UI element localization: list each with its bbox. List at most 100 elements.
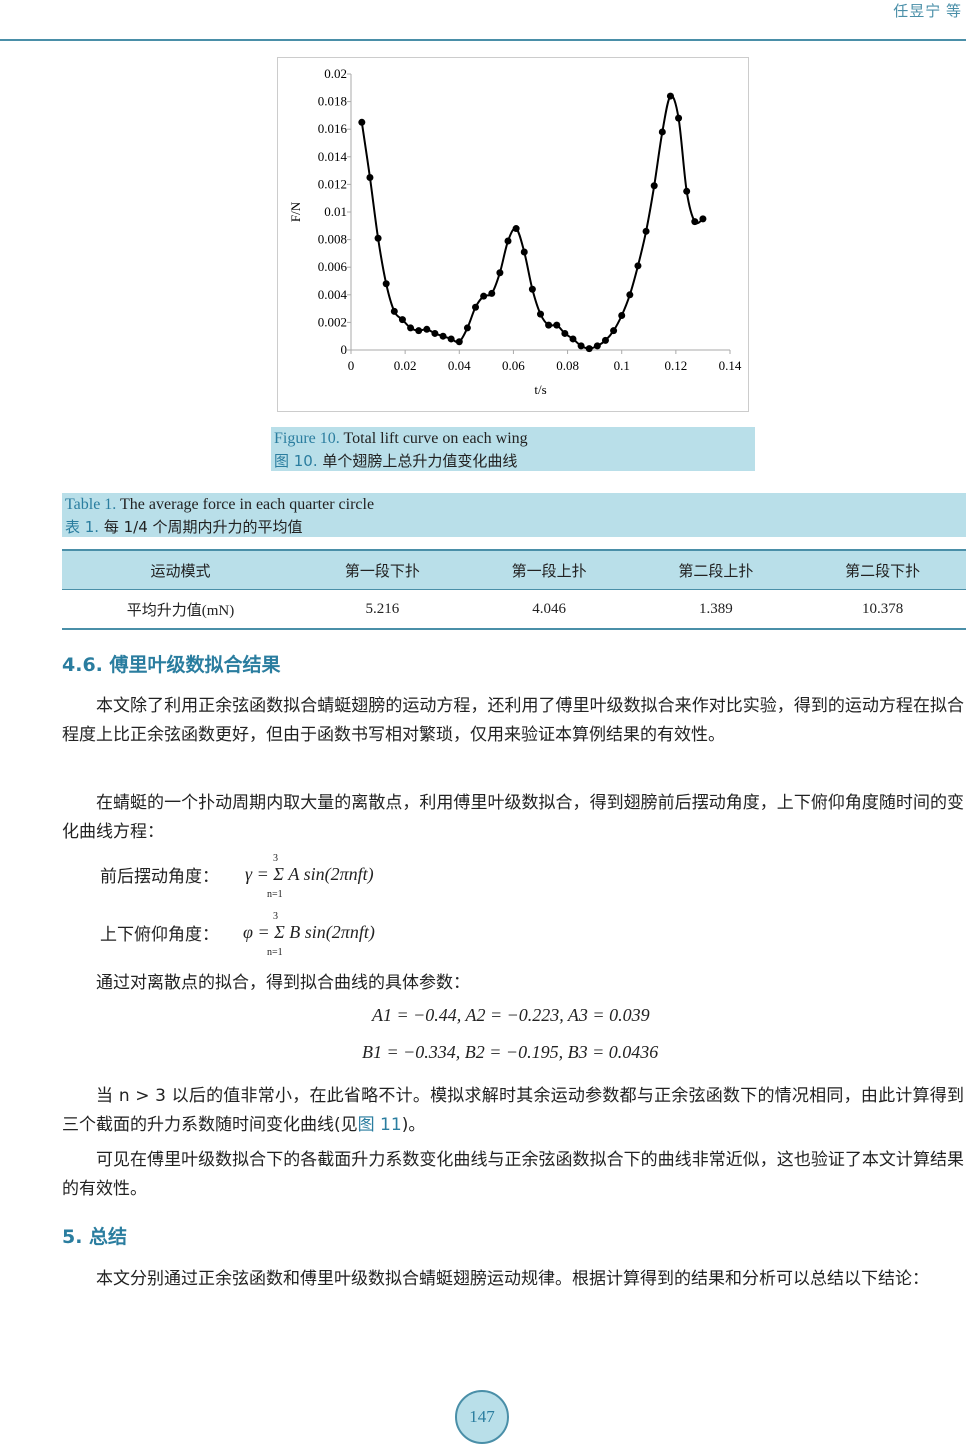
- y-tick-label: 0: [341, 342, 348, 357]
- x-tick-label: 0.04: [448, 358, 471, 373]
- sum-upper: 3: [273, 853, 278, 864]
- figure-label: Figure 10.: [274, 430, 340, 447]
- data-point: [610, 327, 618, 335]
- data-point: [545, 321, 553, 329]
- running-header-authors: 任昱宁 等: [893, 4, 962, 20]
- data-point: [504, 237, 512, 245]
- data-point: [691, 218, 699, 226]
- x-tick-label: 0.08: [556, 358, 579, 373]
- data-point: [447, 335, 455, 343]
- table-label-zh: 表 1.: [65, 518, 100, 536]
- y-tick-label: 0.02: [324, 66, 347, 81]
- table-caption: Table 1. The average force in each quart…: [62, 493, 966, 537]
- equation-gamma-label: 前后摆动角度：: [100, 867, 219, 887]
- x-tick-label: 0.12: [664, 358, 687, 373]
- y-tick-label: 0.002: [318, 314, 347, 329]
- table-label: Table 1.: [65, 496, 117, 513]
- figure-caption-zh: 单个翅膀上总升力值变化曲线: [322, 452, 518, 470]
- table-header: 运动模式: [150, 563, 211, 580]
- data-point: [358, 118, 366, 126]
- data-point: [398, 316, 406, 324]
- y-tick-label: 0.008: [318, 232, 347, 247]
- table-header: 第二段下扑: [845, 563, 921, 580]
- data-point: [537, 310, 544, 318]
- data-point: [374, 234, 382, 242]
- x-tick-label: 0.14: [719, 358, 742, 373]
- page-number: 147: [455, 1390, 509, 1444]
- data-point: [561, 329, 569, 337]
- table-cell: 10.378: [862, 600, 904, 617]
- data-point: [553, 321, 561, 329]
- paragraph-text: 当 n > 3 以后的值非常小，在此省略不计。模拟求解时其余运动参数都与正余弦函…: [62, 1086, 964, 1135]
- table-header-row: 运动模式 第一段下扑 第一段上扑 第二段上扑 第二段下扑: [62, 550, 966, 590]
- table-cell: 1.389: [699, 600, 733, 617]
- data-point: [642, 227, 650, 235]
- data-point: [472, 303, 480, 311]
- table-header: 第一段下扑: [344, 563, 420, 580]
- figure-10-chart: 0 0.002 0.004 0.006 0.008 0.01 0.012 0.014 0.016…: [277, 57, 749, 412]
- data-point: [634, 262, 642, 270]
- data-point: [593, 342, 601, 350]
- data-point: [666, 92, 674, 100]
- data-point: [366, 174, 374, 181]
- x-axis-label: t/s: [534, 382, 546, 397]
- data-point: [658, 128, 666, 136]
- figure-11-link[interactable]: 图 11: [357, 1115, 402, 1135]
- table-row: 平均升力值(mN) 5.216 4.046 1.389 10.378: [62, 590, 966, 630]
- data-point: [577, 342, 585, 350]
- y-tick-label: 0.01: [324, 204, 347, 219]
- data-point: [439, 332, 447, 340]
- figure-label-zh: 图 10.: [274, 452, 318, 470]
- data-point: [683, 187, 691, 195]
- section-heading-5: 5. 总结: [62, 1226, 128, 1248]
- x-tick-label: 0.1: [614, 358, 630, 373]
- table-caption-zh: 每 1/4 个周期内升力的平均值: [103, 518, 303, 536]
- parameters-a: A1 = −0.44, A2 = −0.223, A3 = 0.039: [372, 1005, 650, 1025]
- table-cell: 5.216: [365, 600, 400, 617]
- data-point: [699, 215, 707, 223]
- data-point: [480, 292, 488, 300]
- parameters-b: B1 = −0.334, B2 = −0.195, B3 = 0.0436: [362, 1042, 659, 1062]
- equation-phi-label: 上下俯仰角度：: [100, 925, 219, 945]
- data-point: [618, 312, 626, 319]
- equation-gamma: γ = Σ A sin(2πnft): [245, 864, 374, 884]
- data-point: [463, 324, 471, 332]
- data-point: [626, 291, 634, 299]
- x-tick-label: 0: [348, 358, 355, 373]
- data-point: [569, 335, 577, 343]
- paragraph: 通过对离散点的拟合，得到拟合曲线的具体参数：: [96, 973, 470, 993]
- average-force-table: 运动模式 第一段下扑 第一段上扑 第二段上扑 第二段下扑 平均升力值(mN) 5…: [62, 549, 966, 630]
- paragraph: 在蜻蜓的一个扑动周期内取大量的离散点，利用傅里叶级数拟合，得到翅膀前后摆动角度，…: [62, 793, 964, 842]
- data-point: [675, 114, 683, 122]
- data-point: [496, 269, 504, 277]
- paragraph: 本文除了利用正余弦函数拟合蜻蜓翅膀的运动方程，还利用了傅里叶级数拟合来作对比实验…: [62, 696, 964, 745]
- lift-curve-plot: 0 0.002 0.004 0.006 0.008 0.01 0.012 0.014 0.016…: [288, 66, 742, 397]
- y-axis-label: F/N: [288, 201, 303, 222]
- lift-series-line: [360, 94, 704, 350]
- data-point: [423, 325, 431, 333]
- y-tick-label: 0.018: [318, 94, 347, 109]
- y-tick-label: 0.006: [318, 259, 348, 274]
- data-point: [382, 280, 390, 288]
- table-caption-en: The average force in each quarter circle: [120, 496, 375, 513]
- table-header: 第一段上扑: [511, 563, 587, 580]
- equation-phi: φ = Σ B sin(2πnft): [243, 922, 375, 942]
- header-divider: [0, 39, 966, 41]
- data-point: [528, 285, 536, 293]
- table-cell: 平均升力值(mN): [126, 602, 235, 619]
- data-point: [415, 327, 423, 335]
- data-point: [520, 248, 528, 256]
- section-heading-4-6: 4.6. 傅里叶级数拟合结果: [62, 654, 281, 676]
- x-tick-label: 0.02: [394, 358, 417, 373]
- data-point: [585, 345, 593, 353]
- sum-lower: n=1: [267, 947, 283, 958]
- y-tick-label: 0.014: [318, 149, 348, 164]
- data-point: [601, 336, 609, 344]
- paragraph: 当 n > 3 以后的值非常小，在此省略不计。模拟求解时其余运动参数都与正余弦函…: [62, 1082, 964, 1140]
- data-point: [512, 225, 520, 233]
- data-point: [488, 289, 496, 297]
- y-tick-label: 0.012: [318, 176, 347, 191]
- data-point: [390, 307, 398, 315]
- y-tick-label: 0.004: [318, 287, 348, 302]
- sum-upper: 3: [273, 911, 278, 922]
